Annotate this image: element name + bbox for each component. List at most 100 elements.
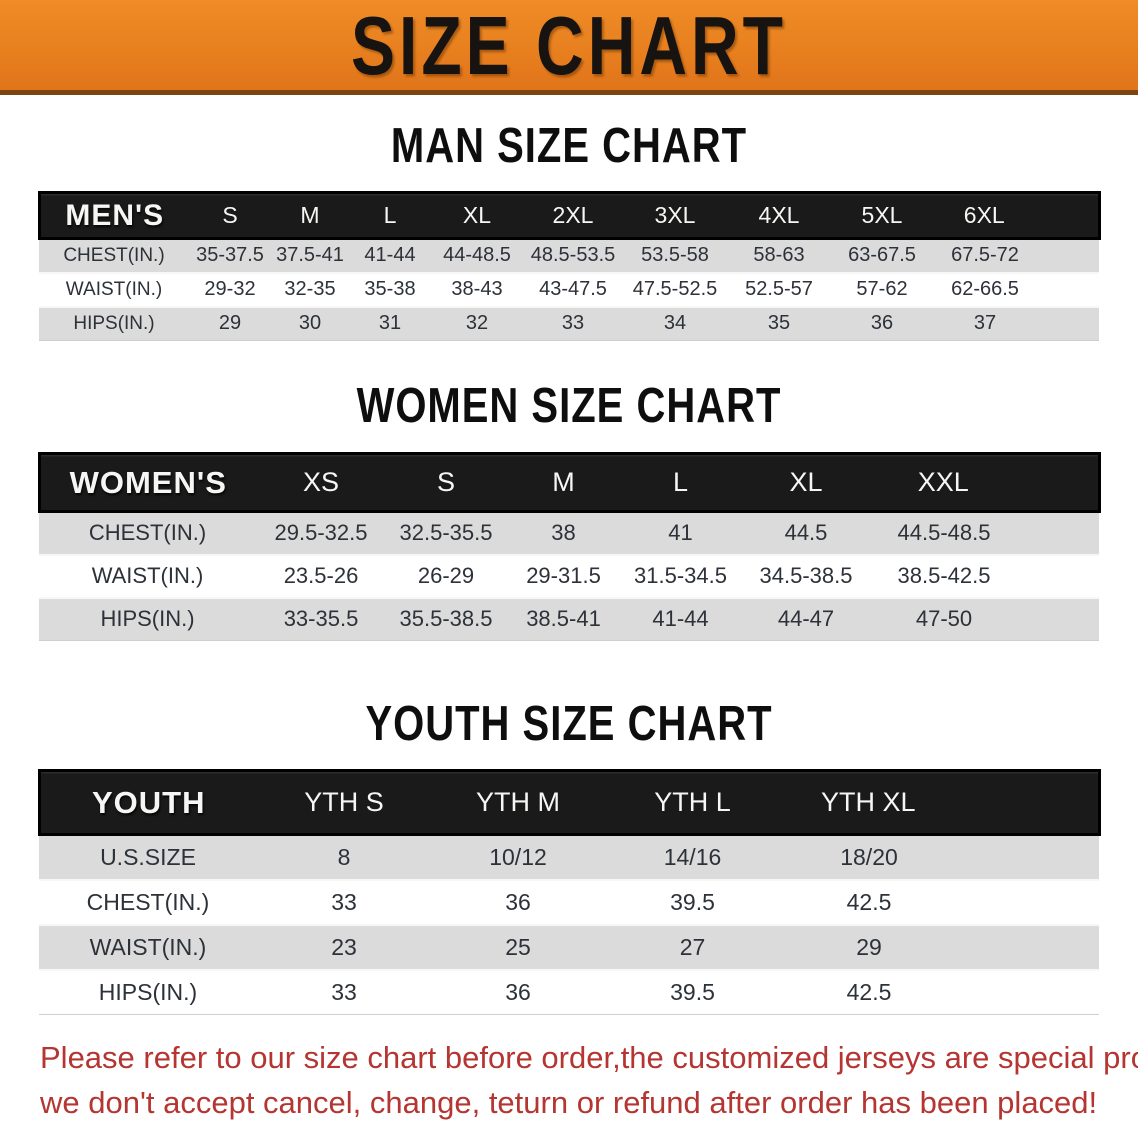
women-col-header-xl: XL [789,467,823,497]
women-size-table: WOMEN'S XS S M L XL XXL CHEST(IN.) 29.5-… [38,452,1101,641]
table-cell: 35-38 [349,272,431,308]
men-col-header-4xl: 4XL [758,202,800,228]
table-cell: 14/16 [605,834,780,881]
men-col-header-6xl: 6XL [963,202,1005,228]
row-label: HIPS(IN.) [39,306,189,341]
table-cell: 35 [727,306,831,341]
table-cell: 67.5-72 [933,238,1099,274]
women-col-header-xs: XS [302,467,340,497]
men-hips-row: HIPS(IN.) 29 30 31 32 33 34 35 36 37 [39,306,1099,341]
row-label: CHEST(IN.) [39,511,256,556]
table-cell: 36 [831,306,933,341]
women-hips-row: HIPS(IN.) 33-35.5 35.5-38.5 38.5-41 41-4… [39,597,1099,641]
women-section-heading: WOMEN SIZE CHART [0,379,1138,433]
row-label: CHEST(IN.) [39,879,257,926]
table-cell: 62-66.5 [933,272,1099,308]
table-cell: 34.5-38.5 [740,554,872,599]
table-cell: 43-47.5 [523,272,623,308]
table-cell: 41-44 [349,238,431,274]
table-cell: 37 [933,306,1099,341]
youth-col-header-yth-l: YTH L [654,787,731,817]
men-col-header-l: L [383,202,397,228]
women-table-header-row: WOMEN'S XS S M L XL XXL [39,453,1099,512]
size-chart-banner: SIZE CHART [0,0,1138,95]
women-col-header-m: M [552,467,575,497]
order-policy-note: Please refer to our size chart before or… [40,1035,1138,1125]
table-cell: 33 [523,306,623,341]
table-cell: 41 [621,511,740,556]
table-cell: 37.5-41 [271,238,349,274]
table-cell: 34 [623,306,727,341]
men-col-header-3xl: 3XL [654,202,696,228]
row-label: HIPS(IN.) [39,969,257,1015]
youth-section-heading: YOUTH SIZE CHART [0,697,1138,751]
row-label: CHEST(IN.) [39,238,189,274]
row-label: WAIST(IN.) [39,554,256,599]
youth-chest-row: CHEST(IN.) 33 36 39.5 42.5 [39,879,1099,926]
table-cell: 42.5 [780,879,1099,926]
table-cell: 29-31.5 [506,554,621,599]
table-cell: 23.5-26 [256,554,386,599]
youth-section-heading-text: YOUTH SIZE CHART [365,697,773,751]
women-chest-row: CHEST(IN.) 29.5-32.5 32.5-35.5 38 41 44.… [39,511,1099,556]
table-cell: 29.5-32.5 [256,511,386,556]
table-cell: 8 [257,834,431,881]
table-cell: 58-63 [727,238,831,274]
women-col-header-l: L [672,467,689,497]
men-col-header-5xl: 5XL [861,202,903,228]
table-cell: 57-62 [831,272,933,308]
table-cell: 31 [349,306,431,341]
table-cell: 48.5-53.5 [523,238,623,274]
youth-table-corner-label: YOUTH [92,784,206,820]
table-cell: 23 [257,924,431,971]
table-cell: 42.5 [780,969,1099,1015]
men-table-corner-label: MEN'S [65,198,165,232]
table-cell: 36 [431,879,605,926]
table-cell: 52.5-57 [727,272,831,308]
men-table-header-row: MEN'S S M L XL 2XL 3XL 4XL 5XL 6XL [39,192,1099,239]
table-cell: 29-32 [189,272,271,308]
row-label: WAIST(IN.) [39,924,257,971]
women-col-header-s: S [436,467,455,497]
table-cell: 26-29 [386,554,506,599]
youth-col-header-yth-xl: YTH XL [820,787,916,817]
table-cell: 44-47 [740,597,872,641]
table-cell: 32.5-35.5 [386,511,506,556]
table-cell: 38.5-41 [506,597,621,641]
men-col-header-2xl: 2XL [552,202,594,228]
table-cell: 33-35.5 [256,597,386,641]
youth-size-table: YOUTH YTH S YTH M YTH L YTH XL U.S.SIZE … [38,769,1101,1015]
table-cell: 38 [506,511,621,556]
men-col-header-s: S [222,202,238,228]
table-cell: 39.5 [605,879,780,926]
table-cell: 29 [780,924,1099,971]
men-waist-row: WAIST(IN.) 29-32 32-35 35-38 38-43 43-47… [39,272,1099,308]
table-cell: 10/12 [431,834,605,881]
table-cell: 44-48.5 [431,238,523,274]
table-cell: 41-44 [621,597,740,641]
table-cell: 30 [271,306,349,341]
table-cell: 27 [605,924,780,971]
youth-hips-row: HIPS(IN.) 33 36 39.5 42.5 [39,969,1099,1015]
men-col-header-m: M [300,202,320,228]
page-title: SIZE CHART [351,0,787,92]
table-cell: 38.5-42.5 [872,554,1099,599]
table-cell: 39.5 [605,969,780,1015]
table-cell: 25 [431,924,605,971]
table-cell: 29 [189,306,271,341]
table-cell: 47.5-52.5 [623,272,727,308]
table-cell: 53.5-58 [623,238,727,274]
table-cell: 47-50 [872,597,1099,641]
men-size-table: MEN'S S M L XL 2XL 3XL 4XL 5XL 6XL CHEST… [38,191,1101,341]
women-table-corner-label: WOMEN'S [69,464,227,500]
table-cell: 33 [257,969,431,1015]
table-cell: 31.5-34.5 [621,554,740,599]
table-cell: 44.5 [740,511,872,556]
women-waist-row: WAIST(IN.) 23.5-26 26-29 29-31.5 31.5-34… [39,554,1099,599]
table-cell: 63-67.5 [831,238,933,274]
row-label: WAIST(IN.) [39,272,189,308]
row-label: U.S.SIZE [39,834,257,881]
men-section-heading: MAN SIZE CHART [0,119,1138,173]
order-policy-line-2: we don't accept cancel, change, teturn o… [40,1085,1098,1120]
